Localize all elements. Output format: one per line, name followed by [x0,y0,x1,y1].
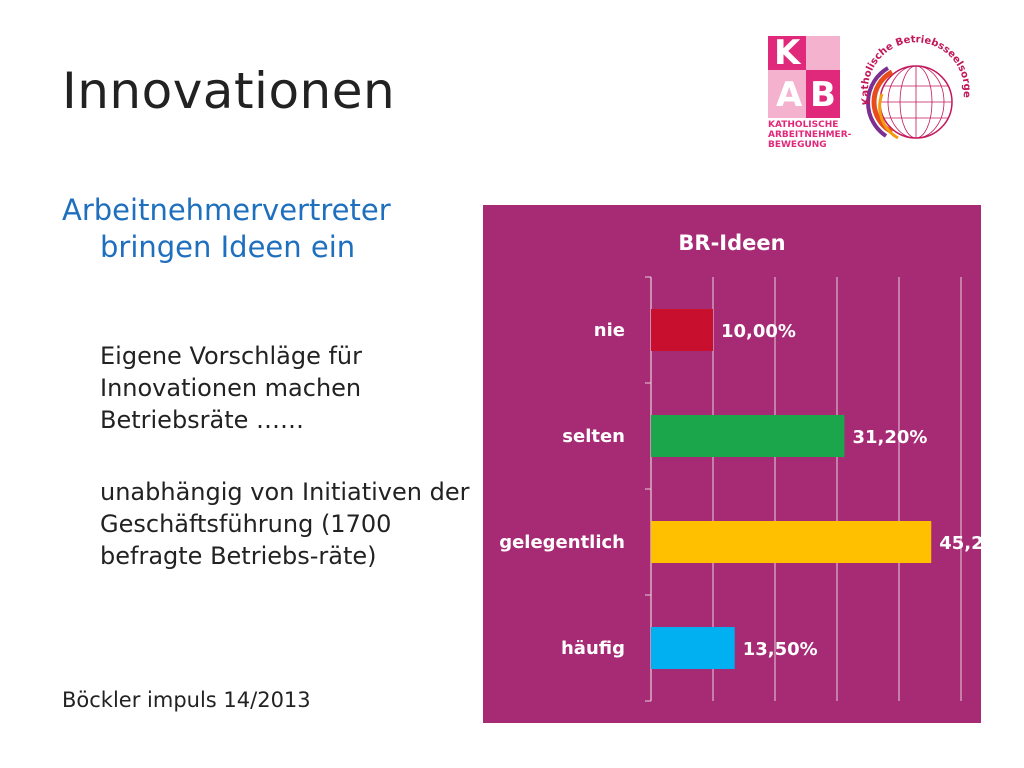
category-label: häufig [561,638,625,659]
source-citation: Böckler impuls 14/2013 [62,688,311,712]
kab-letter-k: K [774,33,801,73]
category-label: gelegentlich [499,532,625,553]
category-label: selten [562,426,625,447]
chart-svg: BR-Ideen nie 10,00% selten 31,20% gelegentli… [499,231,981,702]
category-label: nie [594,320,625,341]
body-paragraph-independent: unabhängig von Initiativen der Geschäfts… [100,478,470,570]
data-label: 45,20% [939,533,981,554]
slide-subtitle: Arbeitnehmervertreter bringen Ideen ein [62,193,391,264]
bar-0 [651,309,713,351]
kab-letter-b: B [810,75,836,115]
data-label: 31,20% [852,427,927,448]
bar-3 [651,627,735,669]
kab-letter-a: A [776,75,803,115]
kab-line-2: ARBEITNEHMER- [768,130,852,140]
data-label: 13,50% [743,639,818,660]
kab-line-1: KATHOLISCHE [768,120,839,130]
betriebsseelsorge-seal-logo: Katholische Betriebsseelsorge [852,32,980,160]
br-ideen-chart: BR-Ideen nie 10,00% selten 31,20% gelegentli… [483,205,981,723]
kab-logo-text: KATHOLISCHE ARBEITNEHMER- BEWEGUNG [768,120,852,150]
kab-logo: K A B KATHOLISCHE ARBEITNEHMER- BEWEGUNG [768,36,852,158]
kab-logo-blocks: K A B [768,36,840,118]
bar-2 [651,521,932,563]
body-paragraph-proposals: Eigene Vorschläge für Innovationen mache… [100,342,362,434]
bar-1 [651,415,845,457]
chart-title: BR-Ideen [678,231,785,255]
kab-line-3: BEWEGUNG [768,140,827,150]
data-label: 10,00% [721,321,796,342]
page-title: Innovationen [62,62,396,120]
